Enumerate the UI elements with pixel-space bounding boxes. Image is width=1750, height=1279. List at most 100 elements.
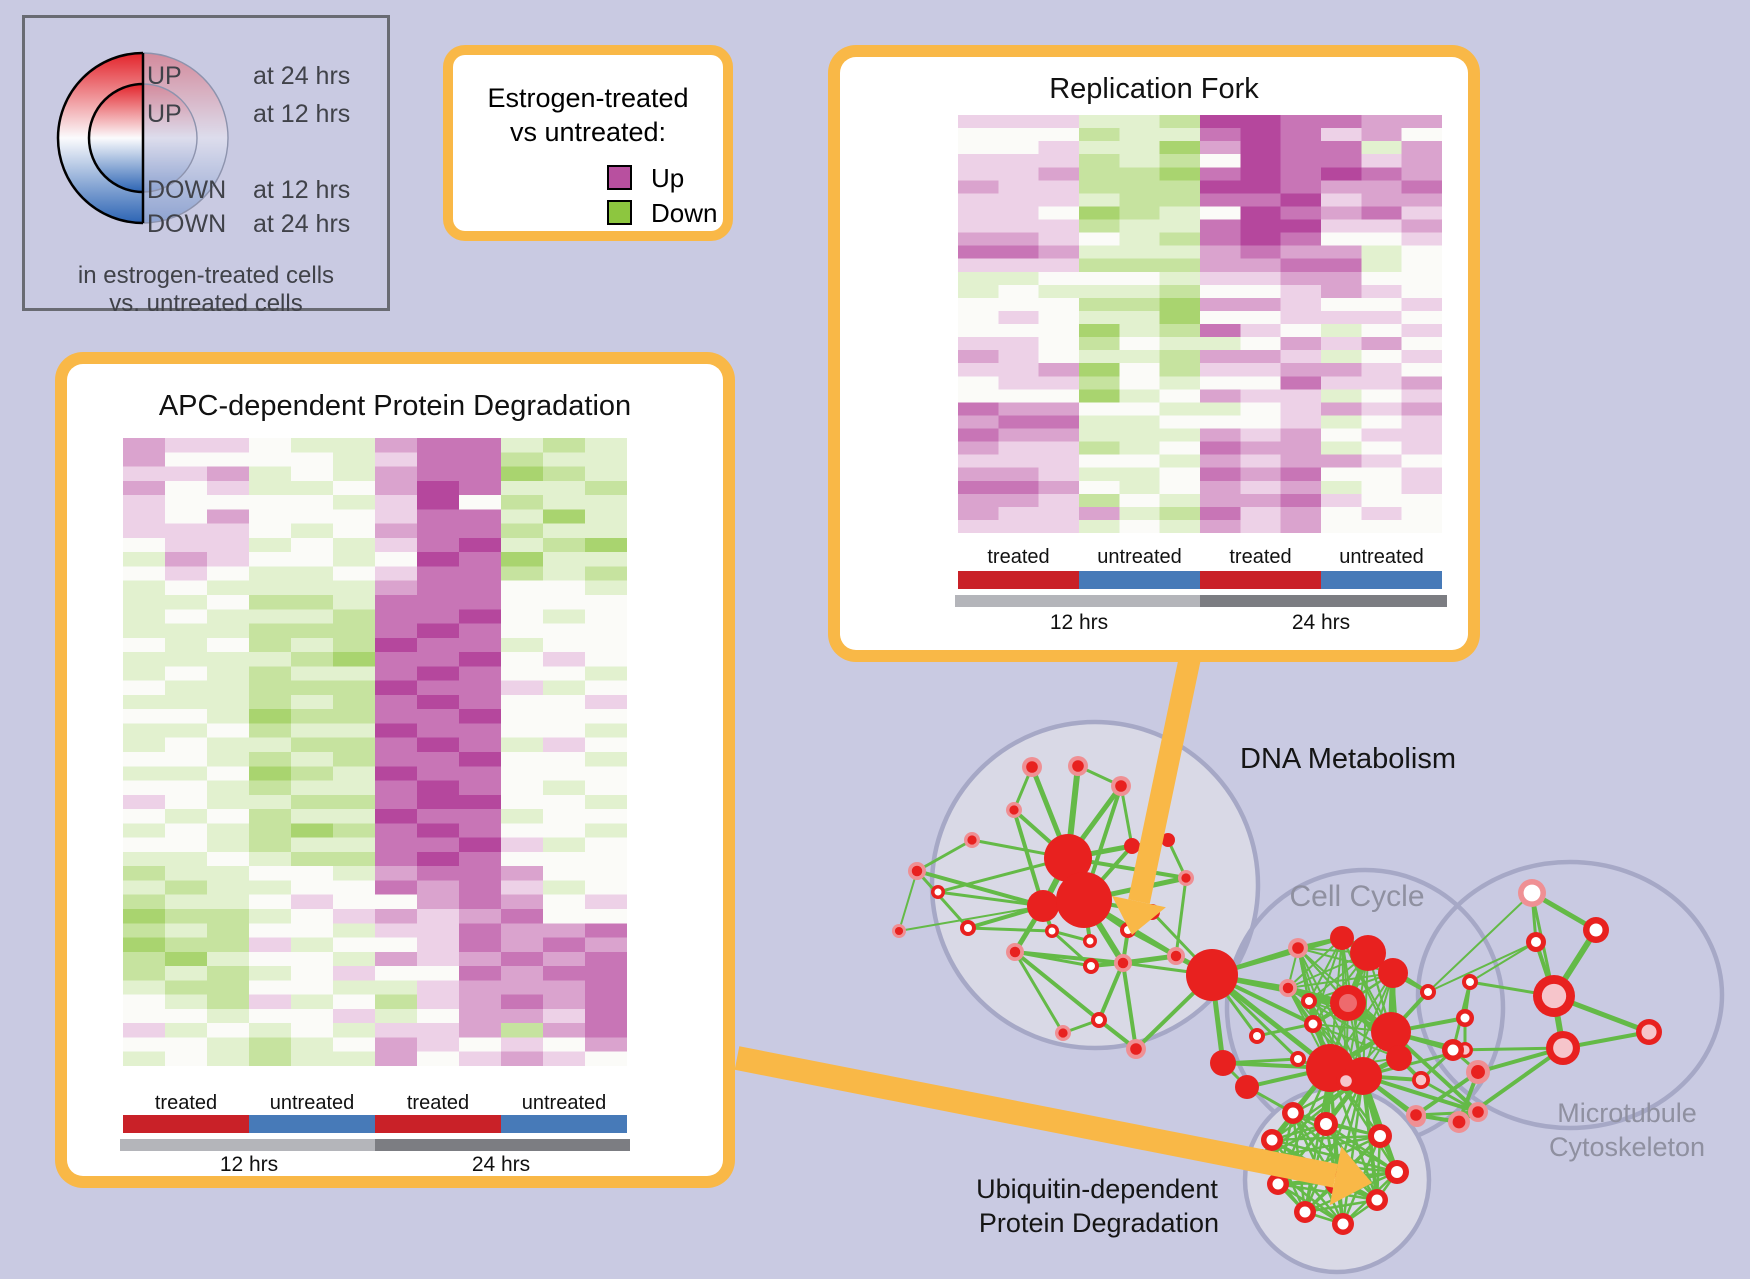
node-circle	[1320, 1118, 1332, 1130]
heatmap-cell	[1321, 350, 1363, 364]
network-edge	[936, 890, 1045, 908]
network-node	[931, 885, 945, 899]
heatmap-cell	[459, 537, 502, 553]
heatmap-cell	[291, 966, 334, 981]
heatmap-cell	[1159, 493, 1201, 508]
heatmap-cell	[249, 609, 292, 624]
node-circle	[1378, 958, 1408, 988]
heatmap-cell	[1280, 415, 1322, 429]
heatmap-cell	[1401, 219, 1442, 233]
heatmap-cell	[1361, 402, 1403, 416]
heatmap-cell	[207, 951, 250, 967]
heatmap-cell	[1321, 389, 1363, 403]
heatmap-cell	[1038, 297, 1080, 312]
heatmap-cell	[1361, 141, 1403, 155]
heatmap-cell	[333, 823, 376, 838]
rep-group-label-0: treated	[987, 546, 1050, 568]
heatmap-cell	[165, 880, 208, 896]
heatmap-cell	[998, 506, 1040, 521]
heatmap-cell	[501, 909, 544, 924]
heatmap-cell	[1159, 284, 1201, 299]
heatmap-cell	[123, 1037, 166, 1053]
heatmap-cell	[1159, 376, 1201, 390]
heatmap-cell	[123, 480, 166, 496]
heatmap-cell	[1079, 441, 1121, 455]
heatmap-cell	[249, 566, 292, 582]
heatmap-cell	[958, 363, 1000, 377]
heatmap-cell	[1361, 219, 1403, 233]
heatmap-cell	[1240, 245, 1282, 259]
heatmap-cell	[1119, 506, 1161, 521]
arrow-to-dna-metabolism	[1112, 645, 1203, 935]
heatmap-cell	[1361, 271, 1403, 286]
heatmap-cell	[1119, 206, 1161, 220]
heatmap-cell	[1079, 271, 1121, 286]
heatmap-cell	[1361, 245, 1403, 259]
heatmap-cell	[1321, 206, 1363, 220]
heatmap-cell	[1240, 154, 1282, 168]
heatmap-cell	[1401, 454, 1442, 468]
heatmap-cell	[417, 880, 460, 896]
node-circle	[1266, 1134, 1278, 1146]
heatmap-cell	[291, 452, 334, 467]
updown-legend-box: Estrogen-treated vs untreated: Up Down	[453, 55, 723, 231]
heatmap-cell	[501, 723, 544, 739]
heatmap-cell	[998, 245, 1040, 259]
untreated-bar	[1079, 571, 1200, 589]
network-node	[1368, 1124, 1392, 1148]
network-edge	[915, 869, 970, 930]
heatmap-cell	[375, 851, 418, 867]
heatmap-cell	[417, 909, 460, 924]
network-edge	[1414, 1110, 1480, 1117]
heatmap-cell	[1401, 297, 1442, 312]
heatmap-cell	[1401, 284, 1442, 299]
network-node	[1518, 879, 1546, 907]
heatmap-cell	[417, 623, 460, 639]
replication-fork-panel: Replication Fork treated untreated treat…	[840, 57, 1468, 650]
heatmap-cell	[958, 415, 1000, 429]
node-circle	[1287, 1107, 1299, 1119]
heatmap-cell	[1079, 206, 1121, 220]
apc-24hrs-label: 24 hrs	[471, 1153, 531, 1176]
heatmap-cell	[998, 415, 1040, 429]
heatmap-cell	[1280, 258, 1322, 273]
heatmap-cell	[417, 523, 460, 539]
heatmap-cell	[501, 837, 544, 853]
heatmap-cell	[1159, 480, 1201, 495]
heatmap-cell	[207, 552, 250, 567]
heatmap-cell	[333, 709, 376, 724]
heatmap-cell	[543, 623, 586, 639]
heatmap-cell	[1240, 337, 1282, 351]
heatmap-cell	[291, 709, 334, 724]
network-node	[1056, 872, 1112, 928]
heatmap-cell	[1240, 297, 1282, 312]
heatmap-cell	[1119, 232, 1161, 246]
heatmap-cell	[291, 1051, 334, 1066]
heatmap-cell	[249, 495, 292, 510]
heatmap-cell	[1038, 141, 1080, 155]
heatmap-cell	[585, 866, 627, 881]
heatmap-cell	[501, 637, 544, 653]
heatmap-cell	[207, 666, 250, 681]
heatmap-cell	[417, 780, 460, 796]
network-node	[1456, 1009, 1474, 1027]
heatmap-cell	[333, 623, 376, 639]
heatmap-cell	[501, 480, 544, 496]
heatmap-cell	[207, 580, 250, 596]
heatmap-cell	[1038, 467, 1080, 482]
heatmap-cell	[123, 466, 166, 482]
heatmap-cell	[291, 951, 334, 967]
heatmap-cell	[333, 809, 376, 824]
heatmap-cell	[1038, 454, 1080, 468]
heatmap-cell	[1079, 310, 1121, 325]
heatmap-cell	[1401, 154, 1442, 168]
heatmap-cell	[249, 1051, 292, 1066]
node-circle	[1523, 884, 1541, 902]
heatmap-cell	[1159, 310, 1201, 325]
heatmap-cell	[417, 723, 460, 739]
heatmap-cell	[543, 552, 586, 567]
network-node	[1301, 993, 1317, 1009]
heatmap-cell	[165, 466, 208, 482]
heatmap-cell	[501, 980, 544, 995]
heatmap-cell	[123, 595, 166, 610]
